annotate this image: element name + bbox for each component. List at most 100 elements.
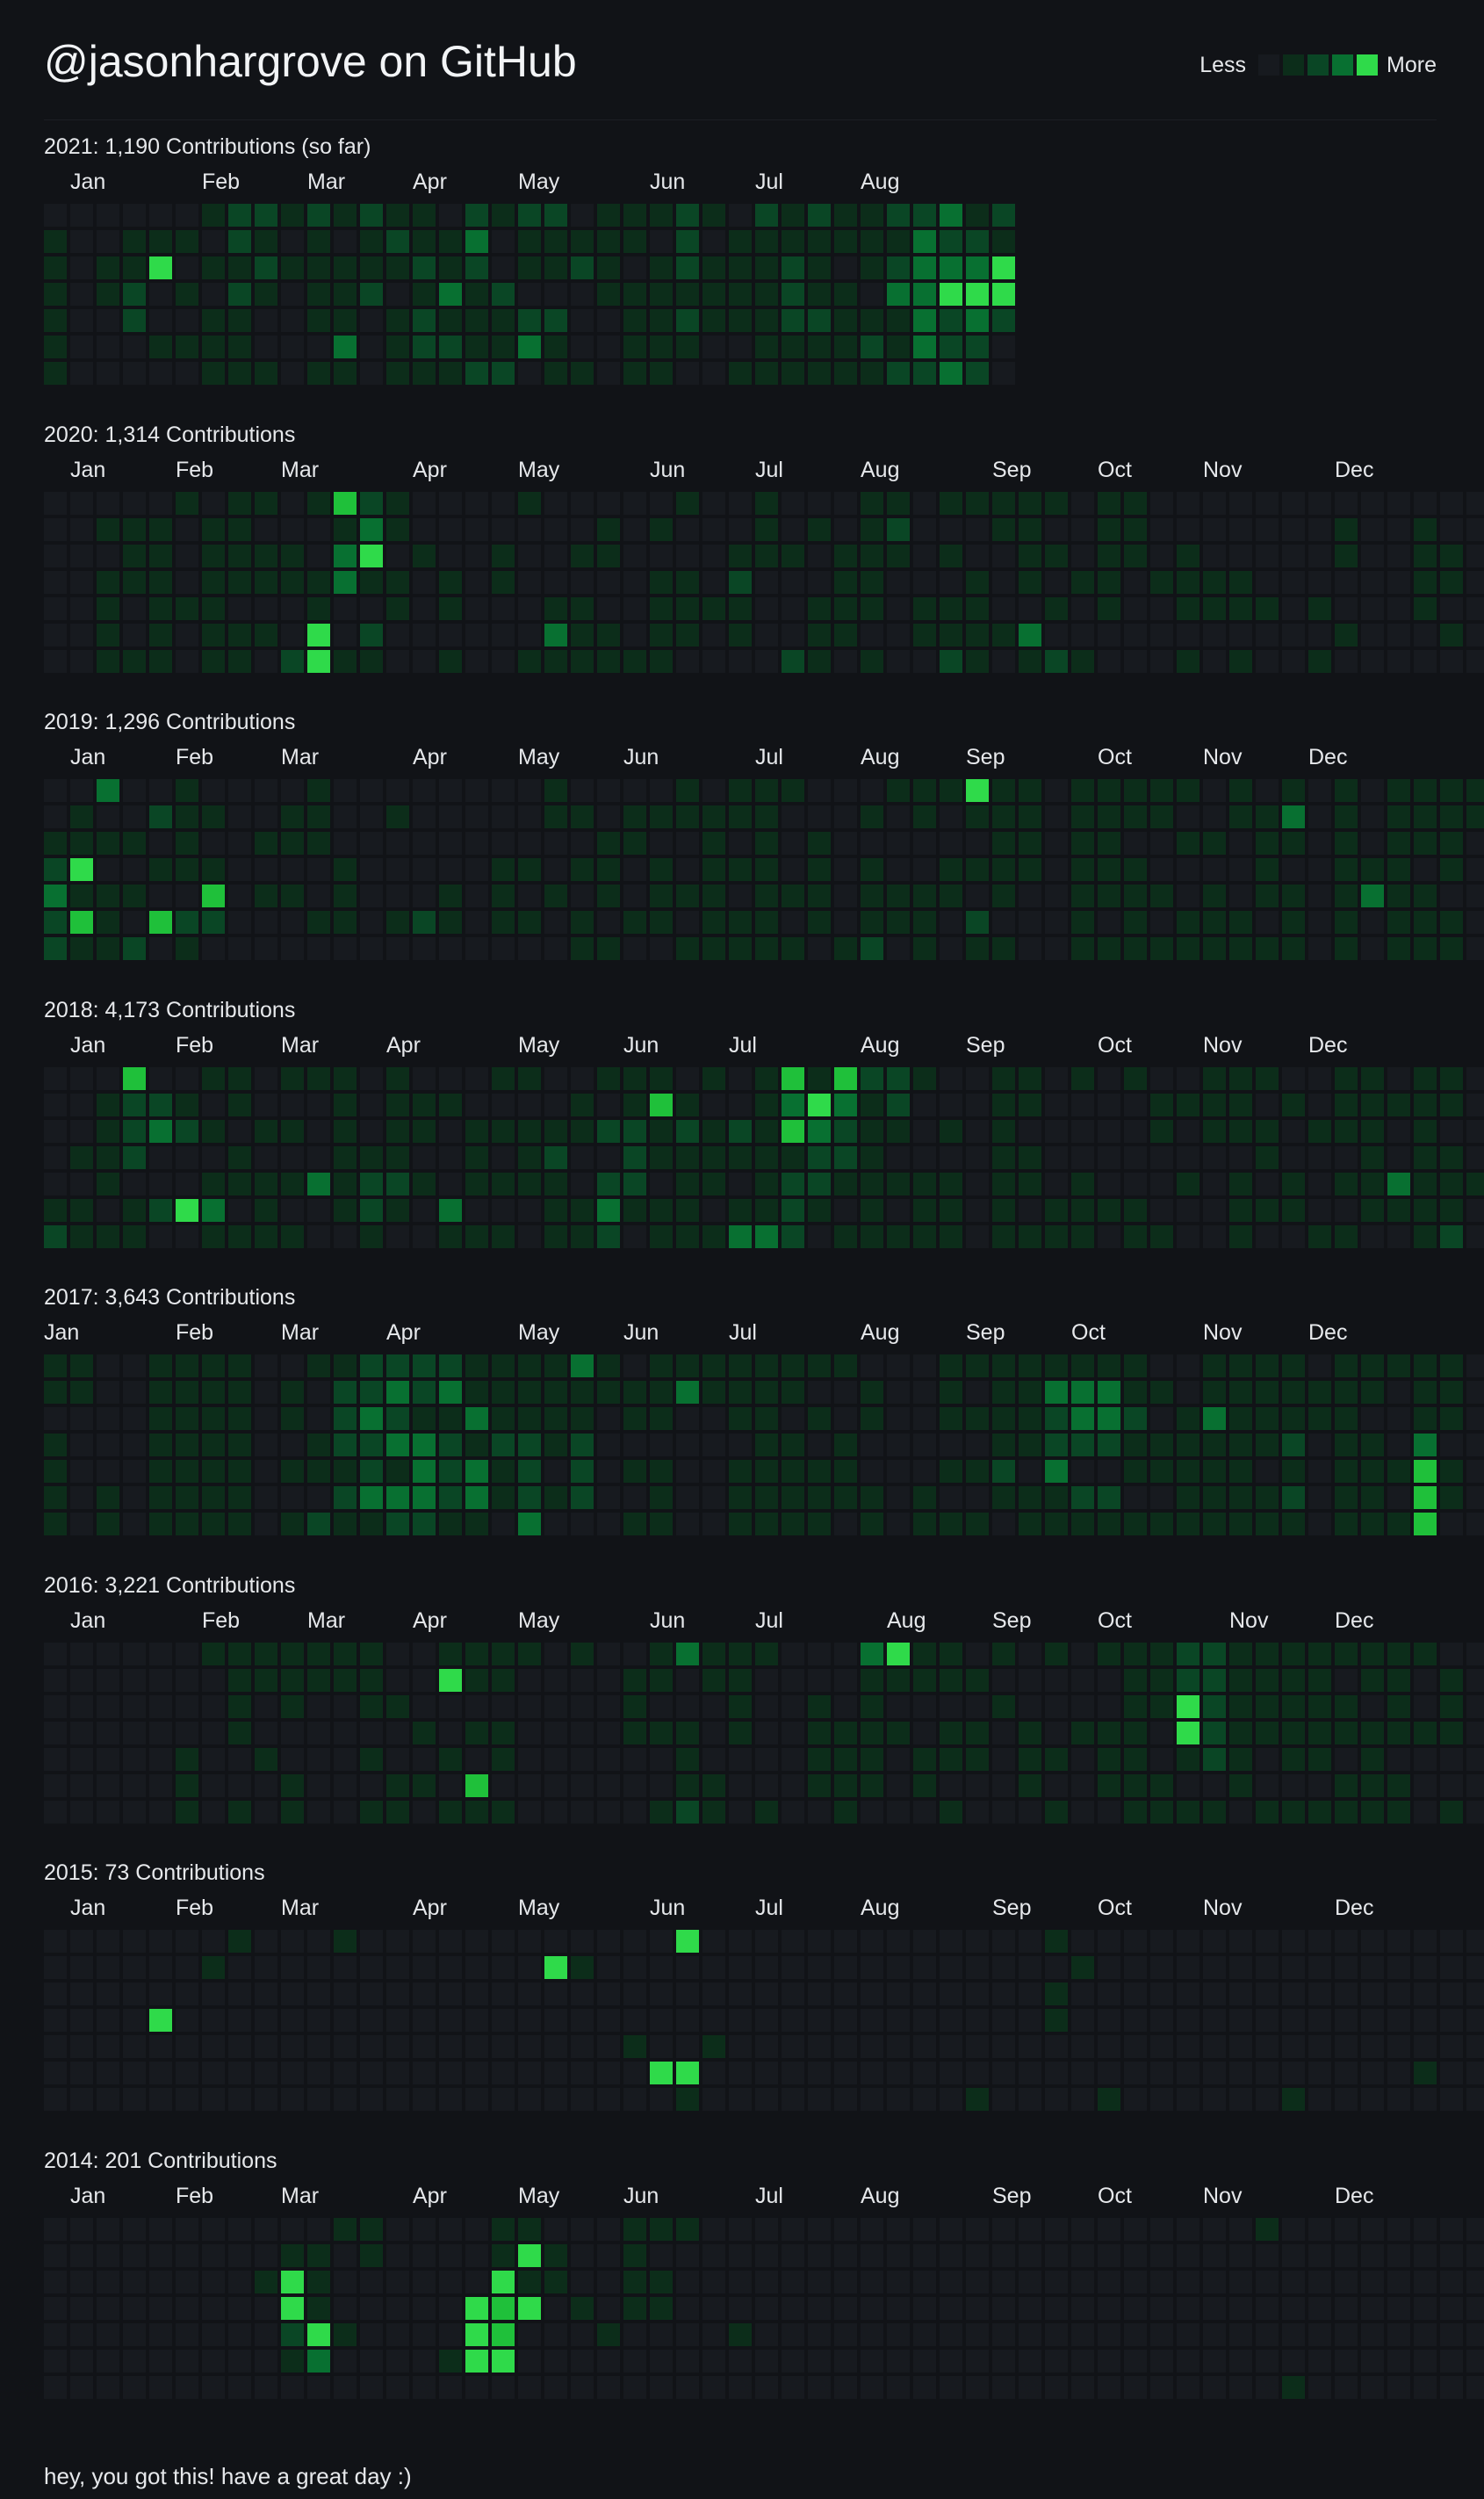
- contribution-day[interactable]: [887, 649, 910, 673]
- contribution-day[interactable]: [702, 2270, 725, 2293]
- contribution-day[interactable]: [413, 1145, 436, 1169]
- contribution-day[interactable]: [1335, 1747, 1358, 1771]
- contribution-day[interactable]: [623, 1434, 646, 1456]
- contribution-day[interactable]: [465, 1093, 488, 1116]
- contribution-day[interactable]: [1203, 2243, 1226, 2267]
- contribution-day[interactable]: [940, 2375, 962, 2399]
- contribution-day[interactable]: [334, 2322, 357, 2346]
- contribution-day[interactable]: [1387, 1800, 1410, 1824]
- contribution-day[interactable]: [176, 1668, 198, 1692]
- contribution-day[interactable]: [966, 309, 989, 332]
- contribution-day[interactable]: [465, 1381, 488, 1404]
- contribution-day[interactable]: [1177, 1747, 1199, 1771]
- contribution-day[interactable]: [571, 1486, 594, 1509]
- contribution-day[interactable]: [97, 832, 119, 855]
- contribution-day[interactable]: [386, 858, 409, 881]
- contribution-day[interactable]: [1071, 832, 1094, 855]
- contribution-day[interactable]: [1098, 2035, 1120, 2058]
- contribution-day[interactable]: [834, 1093, 857, 1116]
- contribution-day[interactable]: [413, 1381, 436, 1404]
- contribution-day[interactable]: [465, 1354, 488, 1377]
- contribution-day[interactable]: [70, 649, 93, 673]
- contribution-day[interactable]: [439, 1747, 462, 1771]
- contribution-day[interactable]: [1466, 1198, 1484, 1222]
- contribution-day[interactable]: [281, 805, 304, 828]
- contribution-day[interactable]: [149, 858, 172, 881]
- contribution-day[interactable]: [650, 2296, 673, 2320]
- contribution-day[interactable]: [571, 858, 594, 881]
- contribution-day[interactable]: [1071, 1434, 1094, 1456]
- contribution-day[interactable]: [992, 2009, 1015, 2032]
- contribution-day[interactable]: [1098, 544, 1120, 567]
- contribution-day[interactable]: [1282, 885, 1305, 907]
- contribution-day[interactable]: [1414, 2009, 1437, 2032]
- contribution-day[interactable]: [1071, 1983, 1094, 2005]
- contribution-day[interactable]: [1229, 2322, 1252, 2346]
- contribution-day[interactable]: [44, 283, 67, 306]
- contribution-day[interactable]: [1335, 1721, 1358, 1744]
- contribution-day[interactable]: [1229, 1773, 1252, 1797]
- contribution-day[interactable]: [1229, 858, 1252, 881]
- contribution-day[interactable]: [782, 937, 804, 960]
- contribution-day[interactable]: [782, 2243, 804, 2267]
- contribution-day[interactable]: [1229, 544, 1252, 567]
- contribution-day[interactable]: [386, 544, 409, 567]
- contribution-day[interactable]: [650, 779, 673, 802]
- contribution-day[interactable]: [1150, 2322, 1173, 2346]
- contribution-day[interactable]: [202, 1381, 225, 1404]
- contribution-day[interactable]: [1098, 1460, 1120, 1483]
- contribution-day[interactable]: [1282, 2375, 1305, 2399]
- contribution-day[interactable]: [386, 623, 409, 646]
- contribution-day[interactable]: [887, 1354, 910, 1377]
- contribution-day[interactable]: [386, 1956, 409, 1979]
- contribution-day[interactable]: [1361, 1224, 1384, 1248]
- contribution-day[interactable]: [1150, 832, 1173, 855]
- contribution-day[interactable]: [202, 1800, 225, 1824]
- contribution-day[interactable]: [1045, 2349, 1068, 2373]
- contribution-day[interactable]: [861, 1983, 883, 2005]
- contribution-day[interactable]: [1256, 2296, 1279, 2320]
- contribution-day[interactable]: [1387, 1668, 1410, 1692]
- contribution-day[interactable]: [439, 1198, 462, 1222]
- contribution-day[interactable]: [755, 2009, 778, 2032]
- contribution-day[interactable]: [413, 1066, 436, 1090]
- contribution-day[interactable]: [1124, 1513, 1147, 1535]
- contribution-day[interactable]: [1019, 885, 1041, 907]
- contribution-day[interactable]: [940, 2035, 962, 2058]
- contribution-day[interactable]: [281, 2296, 304, 2320]
- contribution-day[interactable]: [571, 256, 594, 279]
- contribution-day[interactable]: [834, 623, 857, 646]
- contribution-day[interactable]: [966, 805, 989, 828]
- contribution-day[interactable]: [861, 885, 883, 907]
- contribution-day[interactable]: [1019, 491, 1041, 515]
- contribution-day[interactable]: [44, 1460, 67, 1483]
- contribution-day[interactable]: [176, 256, 198, 279]
- contribution-day[interactable]: [492, 1145, 515, 1169]
- contribution-day[interactable]: [544, 2375, 567, 2399]
- contribution-day[interactable]: [1150, 1930, 1173, 1953]
- contribution-day[interactable]: [360, 230, 383, 253]
- contribution-day[interactable]: [597, 937, 620, 960]
- contribution-day[interactable]: [729, 336, 752, 358]
- contribution-day[interactable]: [597, 2088, 620, 2111]
- contribution-day[interactable]: [1440, 1513, 1463, 1535]
- contribution-day[interactable]: [887, 1773, 910, 1797]
- contribution-day[interactable]: [44, 649, 67, 673]
- contribution-day[interactable]: [1466, 1066, 1484, 1090]
- contribution-day[interactable]: [650, 1956, 673, 1979]
- contribution-day[interactable]: [360, 1486, 383, 1509]
- contribution-day[interactable]: [1282, 2088, 1305, 2111]
- contribution-day[interactable]: [1440, 2035, 1463, 2058]
- contribution-day[interactable]: [465, 858, 488, 881]
- contribution-day[interactable]: [834, 1721, 857, 1744]
- contribution-day[interactable]: [1414, 779, 1437, 802]
- contribution-day[interactable]: [123, 2270, 146, 2293]
- contribution-day[interactable]: [307, 1381, 330, 1404]
- contribution-day[interactable]: [1124, 1460, 1147, 1483]
- contribution-day[interactable]: [702, 1198, 725, 1222]
- contribution-day[interactable]: [808, 858, 831, 881]
- contribution-day[interactable]: [650, 1694, 673, 1718]
- contribution-day[interactable]: [176, 2088, 198, 2111]
- contribution-day[interactable]: [966, 1513, 989, 1535]
- contribution-day[interactable]: [782, 2062, 804, 2084]
